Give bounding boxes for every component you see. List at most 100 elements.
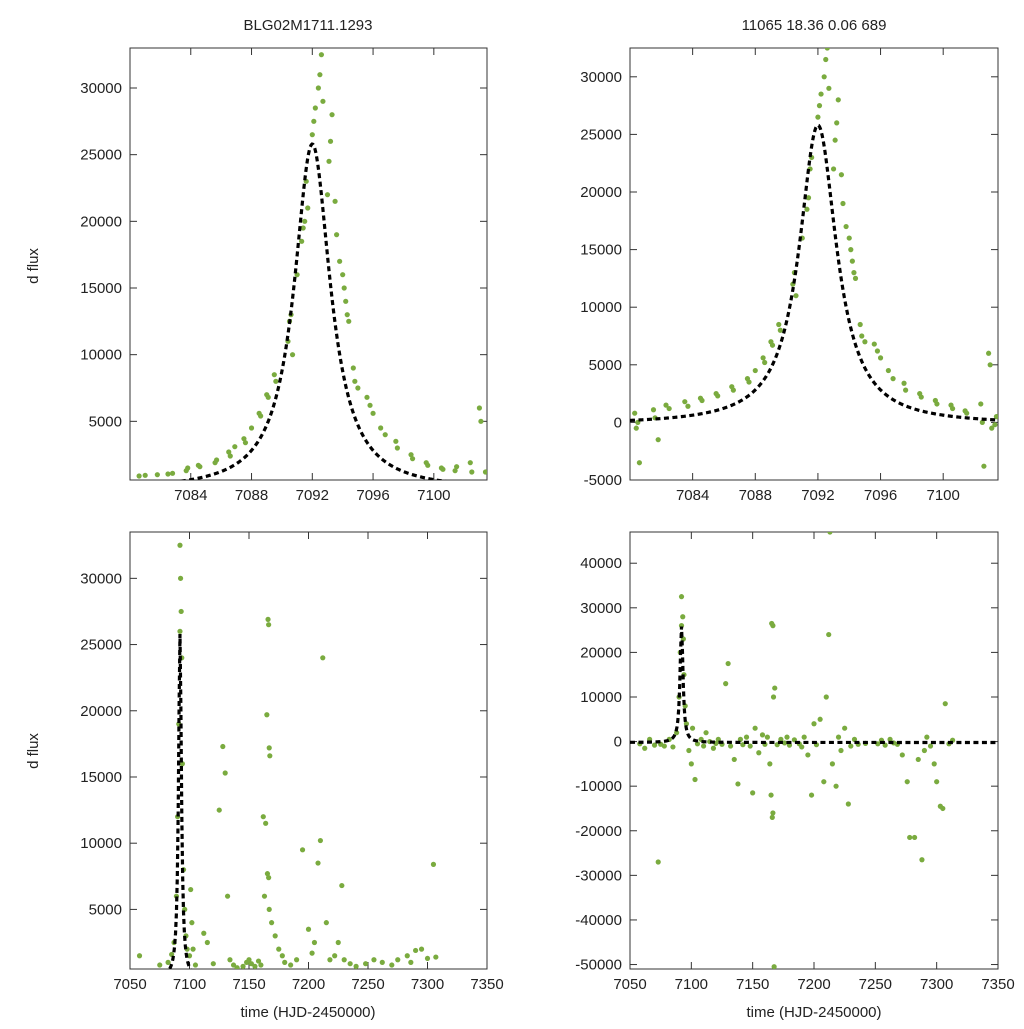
bottom-left-xtick-label: 7350 <box>470 976 503 993</box>
top-right-ytick-label: 0 <box>614 414 622 431</box>
bottom-right-data-point <box>833 783 839 789</box>
top-left-data-point <box>440 466 446 472</box>
bottom-right-plot-area <box>630 532 998 969</box>
bottom-right-data-point <box>899 752 905 758</box>
top-left-data-point <box>409 456 416 462</box>
bottom-right-data-point <box>759 732 766 738</box>
top-right-data-point <box>852 275 859 281</box>
bottom-left-data-point <box>204 939 210 946</box>
top-right-data-point <box>793 293 799 299</box>
bottom-left-data-point <box>178 608 184 615</box>
bottom-left-data-point <box>332 953 338 959</box>
bottom-left-data-point <box>252 963 258 969</box>
bottom-right-data-point <box>821 779 827 785</box>
bottom-left-data-point <box>418 946 425 952</box>
top-left-data-point <box>242 440 249 446</box>
top-left-data-point <box>271 372 277 378</box>
top-right-data-point <box>776 321 782 328</box>
top-left-xtick-label: 7088 <box>235 487 268 504</box>
bottom-right-data-point <box>915 756 921 763</box>
top-left-data-point <box>324 192 331 198</box>
top-right-data-point <box>840 200 846 207</box>
top-left-data-point <box>320 98 326 104</box>
chart-top-right: 7084 7088 7092 7096 7100 -5000 0 5000 10000 15000… <box>580 47 999 504</box>
top-left-data-point <box>394 445 400 451</box>
top-left-data-point <box>334 232 340 238</box>
top-left-data-point <box>467 460 473 466</box>
bottom-left-data-point <box>261 893 268 899</box>
bottom-left-ytick-label: 30000 <box>80 570 122 587</box>
top-right-data-point <box>934 401 940 407</box>
bottom-right-data-point <box>768 792 774 798</box>
top-left-model-curve <box>177 142 447 480</box>
bottom-right-ytick-label: -20000 <box>575 823 622 840</box>
bottom-right-data-point <box>811 721 817 727</box>
top-left-data-point <box>329 112 335 118</box>
bottom-right-data-point <box>887 736 893 742</box>
bottom-right-data-point <box>801 734 807 740</box>
bottom-right-xtick-label: 7150 <box>736 976 769 993</box>
bottom-left-ytick-label: 25000 <box>80 637 122 654</box>
bottom-right-data-point <box>875 741 881 747</box>
bottom-right-data-point <box>829 761 836 767</box>
bottom-left-data-point <box>269 920 275 926</box>
bottom-left-xtick-label: 7300 <box>411 976 444 993</box>
bottom-right-data-point <box>771 964 777 969</box>
bottom-right-data-point <box>835 734 842 740</box>
top-left-data-point <box>346 318 352 324</box>
bottom-left-data-point <box>136 953 143 959</box>
bottom-right-data-point <box>692 776 698 783</box>
bottom-left-data-point <box>201 930 207 936</box>
bottom-right-ytick-label: 10000 <box>580 689 622 706</box>
top-right-data-point <box>834 120 840 126</box>
bottom-left-ytick-label: 20000 <box>80 703 122 720</box>
bottom-right-data-point <box>688 761 694 767</box>
bottom-right-data-point <box>655 859 661 865</box>
top-left-data-point <box>355 385 361 391</box>
bottom-right-data-point <box>689 725 696 731</box>
top-left-data-point <box>393 438 399 444</box>
bottom-right-xtick-label: 7100 <box>675 976 708 993</box>
bottom-right-xtick-label: 7350 <box>981 976 1014 993</box>
bottom-left-xtick-label: 7250 <box>351 976 384 993</box>
bottom-left-data-point <box>216 807 222 813</box>
bottom-left-xlabel: time (HJD-2450000) <box>240 1004 375 1021</box>
top-left-data-point <box>227 453 233 459</box>
top-left-data-point <box>300 225 306 231</box>
top-right-data-point <box>682 399 688 405</box>
top-right-data-point <box>769 342 776 348</box>
top-left-data-point <box>265 394 271 400</box>
bottom-right-data-point <box>817 716 823 722</box>
chart-bottom-left: 7050 7100 7150 7200 7250 7300 7350 5000 10000 150… <box>80 531 504 993</box>
top-right-data-point <box>777 327 783 333</box>
bottom-left-data-point <box>317 837 323 844</box>
top-right-data-point <box>964 410 970 416</box>
bottom-left-data-point <box>266 875 272 881</box>
top-left-data-point <box>341 285 347 291</box>
top-right-data-point <box>874 348 881 354</box>
top-right-data-point <box>815 114 821 120</box>
top-right-xtick-label: 7096 <box>864 487 897 504</box>
top-right-data-point <box>989 425 995 431</box>
bottom-right-data-point <box>769 814 775 820</box>
bottom-right-ytick-label: -10000 <box>575 778 622 795</box>
top-right-data-point <box>851 270 857 276</box>
bottom-right-xlabel: time (HJD-2450000) <box>746 1004 881 1021</box>
bottom-left-data-point <box>315 860 321 866</box>
bottom-left-data-point <box>157 962 163 968</box>
top-left-data-point <box>340 272 346 278</box>
bottom-right-data-point <box>805 752 811 758</box>
top-right-data-point <box>832 137 838 143</box>
bottom-left-xtick-label: 7150 <box>232 976 265 993</box>
top-left-data-point <box>136 473 142 479</box>
top-left-data-point <box>154 472 160 478</box>
bottom-left-data-point <box>222 770 228 776</box>
bottom-left-data-point <box>265 616 271 623</box>
bottom-right-data-point <box>670 744 676 750</box>
top-left-ylabel: d flux <box>25 248 42 284</box>
bottom-right-data-point <box>778 736 784 742</box>
bottom-left-data-point <box>192 962 199 968</box>
top-left-data-point <box>454 464 460 470</box>
bottom-right-xtick-label: 7050 <box>613 976 646 993</box>
bottom-right-data-point <box>723 681 729 687</box>
